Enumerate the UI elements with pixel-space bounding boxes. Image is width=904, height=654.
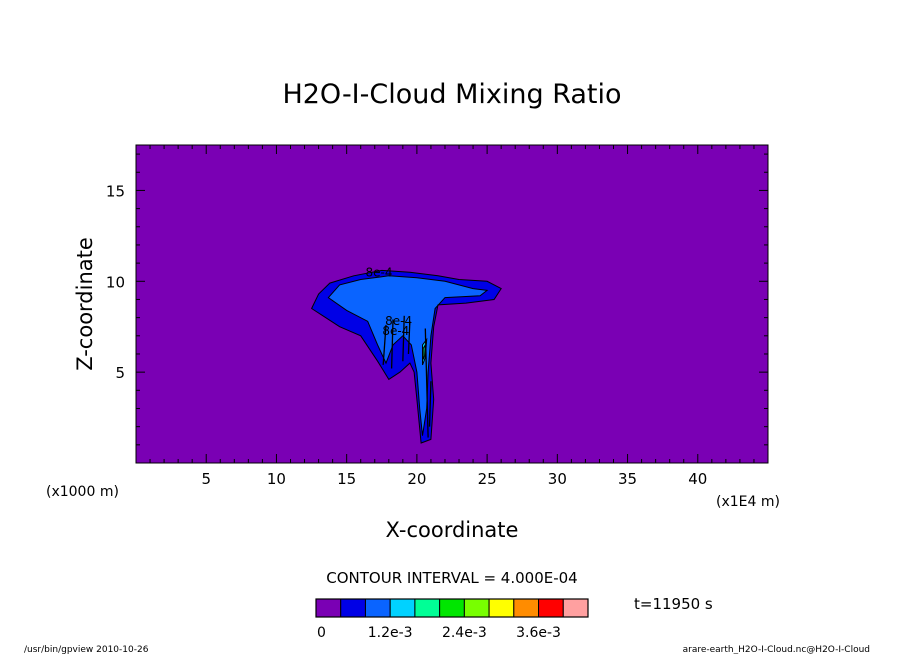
x-tick-label: 40 bbox=[688, 470, 707, 488]
contour-interval-label: CONTOUR INTERVAL = 4.000E-04 bbox=[326, 569, 577, 587]
y-tick-label: 15 bbox=[106, 182, 125, 200]
y-axis-label: Z-coordinate bbox=[73, 237, 97, 371]
time-label: t=11950 s bbox=[634, 595, 713, 613]
x-tick-label: 10 bbox=[267, 470, 286, 488]
chart-title: H2O-I-Cloud Mixing Ratio bbox=[282, 79, 621, 110]
plot-frame bbox=[135, 144, 769, 464]
colorbar-label-2: 2.4e-3 bbox=[442, 625, 487, 641]
colorbar-label-0: 0 bbox=[317, 625, 326, 641]
y-tick-label: 10 bbox=[106, 273, 125, 291]
colorbar bbox=[315, 598, 589, 618]
colorbar-swatch-4 bbox=[414, 598, 441, 618]
contour-lines bbox=[310, 269, 502, 444]
contour-line-1 bbox=[327, 275, 489, 436]
colorbar-swatch-10 bbox=[562, 598, 589, 618]
colorbar-swatch-6 bbox=[463, 598, 490, 618]
contour-label-0: 8e-4 bbox=[365, 266, 392, 280]
contour-streak-2 bbox=[402, 315, 405, 362]
colorbar-swatch-0 bbox=[315, 598, 342, 618]
contour-line-3 bbox=[422, 344, 426, 360]
x-tick-label: 15 bbox=[337, 470, 356, 488]
contour-streak-5 bbox=[428, 381, 432, 427]
x-tick-label: 35 bbox=[618, 470, 637, 488]
contour-label-1: 8e-4 bbox=[385, 314, 412, 328]
x-axis-label: X-coordinate bbox=[386, 518, 519, 542]
colorbar-swatch-8 bbox=[513, 598, 540, 618]
colorbar-swatch-1 bbox=[340, 598, 366, 618]
contour-region-1 bbox=[328, 275, 488, 436]
plot-area: 8e-48e-48e-4 bbox=[135, 144, 769, 464]
x-tick-label: 25 bbox=[478, 470, 497, 488]
colorbar-swatch-7 bbox=[488, 598, 515, 618]
contour-streak-0 bbox=[382, 324, 387, 365]
contour-streak-4 bbox=[424, 328, 429, 438]
contour-streak-3 bbox=[407, 321, 411, 354]
colorbar-swatch-2 bbox=[364, 598, 391, 618]
x-axis-unit: (x1E4 m) bbox=[716, 494, 780, 510]
y-axis-unit: (x1000 m) bbox=[46, 484, 119, 500]
colorbar-labels: 0 1.2e-3 2.4e-3 3.6e-3 bbox=[317, 625, 561, 641]
contour-label-2: 8e-4 bbox=[382, 324, 409, 338]
colorbar-swatch-9 bbox=[538, 598, 564, 618]
footer-right: arare-earth_H2O-I-Cloud.nc@H2O-I-Cloud bbox=[683, 645, 870, 654]
y-tick-labels: 5 10 15 bbox=[106, 182, 125, 382]
x-tick-label: 5 bbox=[201, 470, 211, 488]
y-tick-label: 5 bbox=[115, 364, 125, 382]
colorbar-label-3: 3.6e-3 bbox=[516, 625, 561, 641]
colorbar-swatch-3 bbox=[389, 598, 416, 618]
contour-streak-1 bbox=[390, 319, 394, 369]
contour-labels: 8e-48e-48e-4 bbox=[365, 266, 412, 338]
contour-line-0 bbox=[310, 269, 502, 444]
colorbar-swatch-5 bbox=[439, 598, 465, 618]
colorbar-label-1: 1.2e-3 bbox=[368, 625, 413, 641]
colorbar-frame bbox=[315, 598, 589, 618]
x-tick-labels: 5 10 15 20 25 30 35 40 bbox=[201, 470, 707, 488]
x-tick-label: 20 bbox=[407, 470, 426, 488]
x-tick-label: 30 bbox=[548, 470, 567, 488]
axis-ticks bbox=[136, 145, 768, 463]
footer-left: /usr/bin/gpview 2010-10-26 bbox=[24, 645, 149, 654]
